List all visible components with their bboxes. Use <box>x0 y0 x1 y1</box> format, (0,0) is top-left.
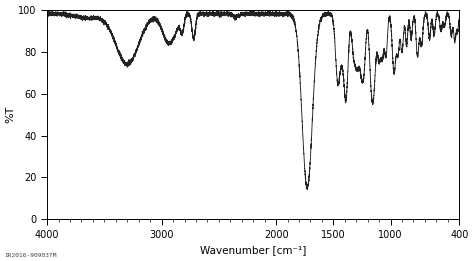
Text: IR2016-90903TM: IR2016-90903TM <box>5 253 57 258</box>
Y-axis label: %T: %T <box>6 106 16 123</box>
X-axis label: Wavenumber [cm⁻¹]: Wavenumber [cm⁻¹] <box>200 245 306 256</box>
